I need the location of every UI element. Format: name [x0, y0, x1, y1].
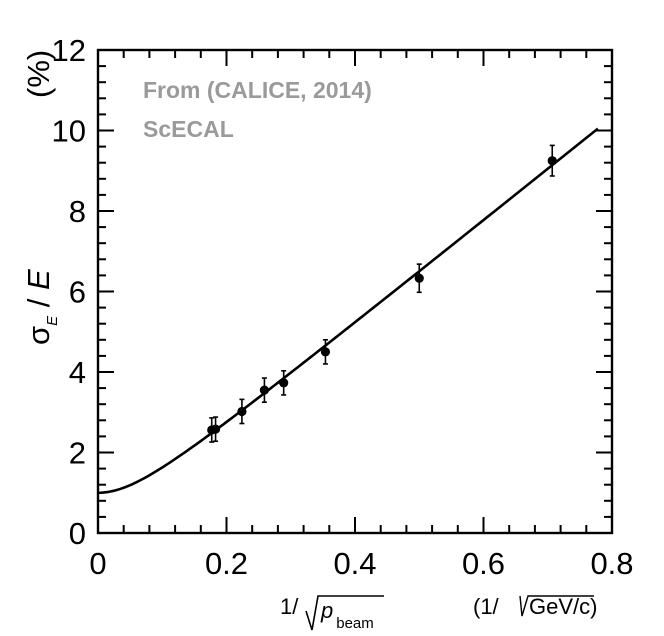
y-axis-label: σE / E [21, 269, 61, 345]
x-label-var-group: pbeam [320, 598, 374, 632]
data-point [210, 424, 221, 434]
x-label-sqrt-sign [305, 595, 384, 631]
data-point [414, 273, 424, 283]
y-tick-label: 10 [52, 114, 86, 149]
x-label-unit-sqrt-sign [519, 595, 594, 617]
x-label-sub: beam [336, 615, 374, 632]
x-tick-label: 0 [89, 546, 106, 581]
data-points [207, 144, 557, 443]
y-tick-label: 8 [69, 194, 86, 229]
y-label-e: E [21, 269, 56, 290]
y-tick-labels: 0 2 4 6 8 10 12 [52, 33, 86, 551]
y-tick-label: 0 [69, 516, 86, 551]
data-point [320, 347, 331, 357]
svg-text:σE / E: σE / E [21, 269, 61, 345]
data-point [237, 406, 247, 417]
x-label-var: p [320, 598, 333, 623]
fit-curve [97, 127, 599, 495]
y-label-sigma: σ [21, 326, 56, 345]
axis-ticks [97, 49, 613, 534]
data-point [279, 378, 289, 388]
x-tick-label: 0.8 [590, 546, 633, 581]
annotation-source: From (CALICE, 2014) [143, 77, 372, 103]
data-point [259, 385, 270, 395]
y-axis-unit: (%) [21, 50, 56, 98]
y-label-slash: / [21, 290, 56, 316]
x-label-unit-root: GeV/c) [529, 594, 597, 619]
annotation-detector: ScECAL [143, 116, 234, 142]
data-point [547, 156, 557, 166]
x-label-unit-open: (1/ [473, 594, 500, 619]
x-label-prefix: 1/ [280, 594, 299, 619]
y-tick-label: 4 [69, 355, 86, 390]
y-tick-label: 12 [52, 33, 86, 68]
x-tick-label: 0.6 [462, 546, 505, 581]
y-tick-label: 6 [69, 275, 86, 310]
y-tick-label: 2 [69, 436, 86, 471]
x-tick-label: 0.4 [333, 546, 376, 581]
y-label-sub: E [44, 315, 61, 326]
x-tick-label: 0.2 [205, 546, 248, 581]
x-tick-labels: 0 0.2 0.4 0.6 0.8 [89, 546, 633, 581]
svg-text:(%): (%) [21, 50, 56, 98]
